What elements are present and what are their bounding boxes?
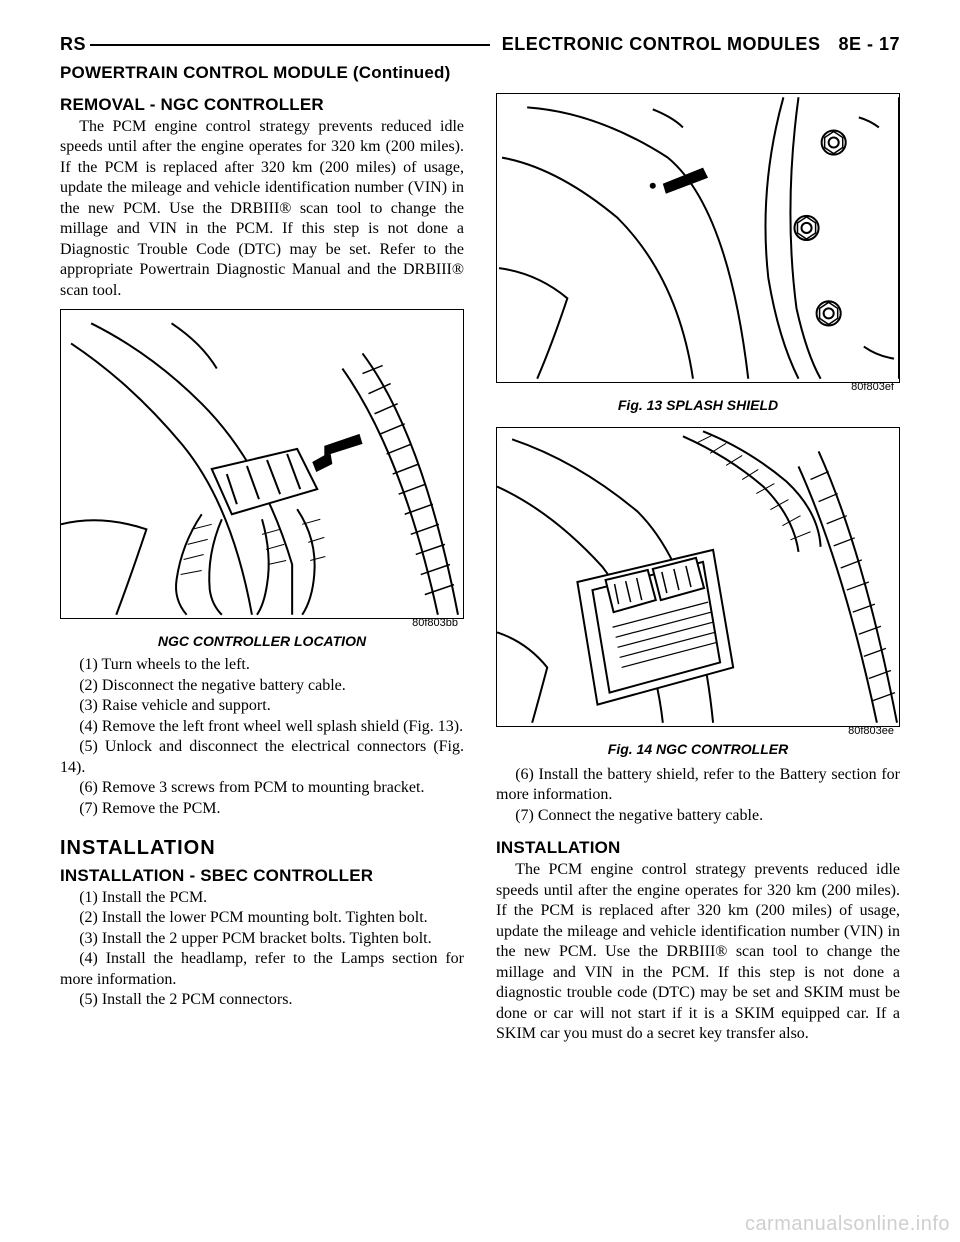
- splash-shield-illustration: [497, 94, 899, 382]
- page: RS ELECTRONIC CONTROL MODULES 8E - 17 PO…: [0, 0, 960, 1242]
- step-3: (3) Raise vehicle and support.: [60, 696, 464, 716]
- figure-label: NGC CONTROLLER LOCATION: [60, 633, 464, 649]
- watermark: carmanualsonline.info: [745, 1213, 950, 1236]
- step-5: (5) Unlock and disconnect the electrical…: [60, 737, 464, 778]
- figure-14-label: Fig. 14 NGC CONTROLLER: [496, 741, 900, 757]
- left-column: REMOVAL - NGC CONTROLLER The PCM engine …: [60, 93, 464, 1045]
- removal-paragraph: The PCM engine control strategy prevents…: [60, 117, 464, 301]
- installation-sub: INSTALLATION - SBEC CONTROLLER: [60, 866, 464, 886]
- columns: REMOVAL - NGC CONTROLLER The PCM engine …: [60, 93, 900, 1045]
- install-step-3: (3) Install the 2 upper PCM bracket bolt…: [60, 929, 464, 949]
- figure-13-label: Fig. 13 SPLASH SHIELD: [496, 397, 900, 413]
- step-4: (4) Remove the left front wheel well spl…: [60, 717, 464, 737]
- install-step-2: (2) Install the lower PCM mounting bolt.…: [60, 908, 464, 928]
- figure-13: [496, 93, 900, 383]
- ngc-controller-illustration: [497, 428, 899, 726]
- header-right-a: ELECTRONIC CONTROL MODULES: [502, 34, 821, 55]
- section-continued: POWERTRAIN CONTROL MODULE (Continued): [60, 63, 900, 83]
- installation-paragraph-right: The PCM engine control strategy prevents…: [496, 860, 900, 1044]
- install-step-1: (1) Install the PCM.: [60, 888, 464, 908]
- step-2: (2) Disconnect the negative battery cabl…: [60, 676, 464, 696]
- step-7: (7) Remove the PCM.: [60, 799, 464, 819]
- header-right-b: 8E - 17: [838, 34, 900, 55]
- install-step-5: (5) Install the 2 PCM connectors.: [60, 990, 464, 1010]
- removal-heading: REMOVAL - NGC CONTROLLER: [60, 95, 464, 115]
- installation-heading: INSTALLATION: [60, 837, 464, 860]
- page-header: RS ELECTRONIC CONTROL MODULES 8E - 17: [60, 34, 900, 55]
- ngc-location-illustration: [61, 310, 463, 618]
- installation-heading-right: INSTALLATION: [496, 838, 900, 858]
- figure-14: [496, 427, 900, 727]
- right-step-7: (7) Connect the negative battery cable.: [496, 806, 900, 826]
- arrow-icon: [663, 168, 708, 194]
- step-6: (6) Remove 3 screws from PCM to mounting…: [60, 778, 464, 798]
- header-left: RS: [60, 34, 86, 55]
- step-1: (1) Turn wheels to the left.: [60, 655, 464, 675]
- figure-ngc-location: [60, 309, 464, 619]
- right-column: 80f803ef Fig. 13 SPLASH SHIELD: [496, 93, 900, 1045]
- install-step-4: (4) Install the headlamp, refer to the L…: [60, 949, 464, 990]
- right-step-6: (6) Install the battery shield, refer to…: [496, 765, 900, 806]
- header-rule: [90, 44, 490, 46]
